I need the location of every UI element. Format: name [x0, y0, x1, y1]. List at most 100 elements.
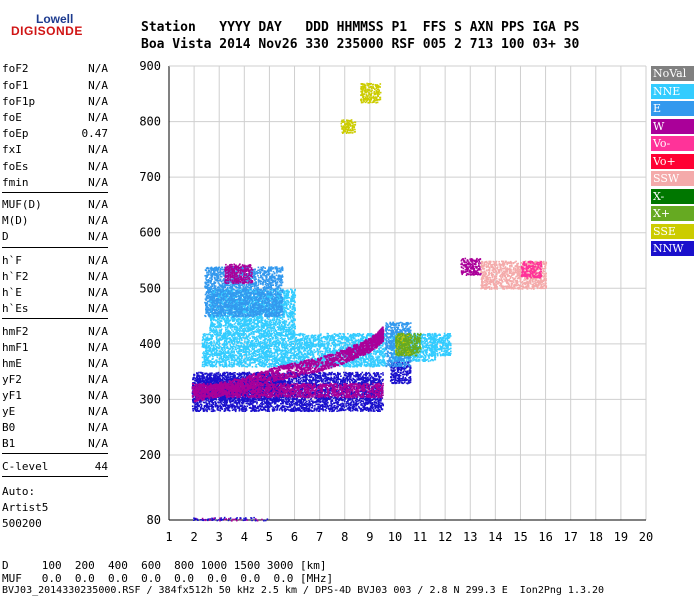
param-row-0: foF2 N/A [2, 62, 108, 77]
data-point [285, 383, 288, 386]
data-point [394, 382, 397, 384]
data-point [351, 372, 353, 374]
data-point [238, 374, 240, 377]
param-row-19: yF1 N/A [2, 389, 108, 404]
data-point [295, 399, 298, 401]
param-name: foF1p [2, 95, 36, 108]
data-point [338, 378, 340, 380]
data-point [309, 402, 311, 404]
data-point [223, 408, 226, 410]
data-point [224, 404, 227, 407]
data-point [364, 380, 367, 383]
data-point [359, 390, 362, 393]
data-point [351, 373, 354, 375]
data-point [397, 367, 399, 369]
data-point [396, 380, 398, 382]
data-point [284, 398, 287, 400]
data-point [294, 401, 297, 404]
data-point [323, 372, 326, 374]
data-point [272, 406, 274, 409]
data-point [402, 367, 405, 369]
data-point [223, 402, 226, 405]
data-point [340, 408, 342, 411]
data-point [326, 379, 329, 382]
data-point [209, 400, 211, 402]
data-point [237, 406, 239, 409]
data-point [290, 410, 293, 412]
data-point [329, 389, 331, 391]
data-point [243, 397, 245, 399]
data-point [390, 366, 392, 369]
data-point [262, 397, 265, 399]
data-point [331, 409, 334, 412]
data-point [226, 399, 228, 401]
data-point [229, 377, 231, 379]
data-point [349, 387, 352, 390]
data-point [361, 371, 364, 374]
data-point [375, 409, 378, 411]
data-point [274, 406, 277, 408]
data-point [283, 380, 285, 382]
data-point [395, 374, 397, 377]
data-point [324, 373, 326, 376]
data-point [211, 400, 213, 403]
data-point [310, 379, 312, 382]
data-point [238, 407, 241, 410]
data-point [296, 380, 298, 382]
data-point [361, 409, 364, 412]
data-point [288, 398, 291, 401]
data-point [280, 406, 283, 409]
data-point [324, 380, 326, 383]
data-point [337, 372, 339, 375]
data-point [332, 402, 335, 404]
data-point [237, 375, 240, 378]
data-point [398, 376, 400, 379]
data-point [361, 380, 363, 383]
data-point [201, 372, 203, 375]
data-point [302, 404, 305, 407]
data-point [331, 399, 333, 401]
data-point [327, 376, 329, 379]
data-point [405, 365, 408, 368]
data-point [244, 410, 247, 412]
data-point [239, 398, 241, 401]
data-point [205, 409, 208, 412]
data-point [349, 404, 352, 407]
param-value: N/A [88, 270, 108, 283]
data-point [302, 379, 305, 381]
data-point [340, 378, 342, 381]
data-point [373, 377, 376, 380]
data-point [263, 383, 266, 385]
data-point [326, 373, 329, 376]
data-point [273, 401, 276, 404]
data-point [277, 379, 279, 382]
data-point [211, 379, 213, 382]
data-point [373, 403, 375, 406]
data-point [396, 370, 399, 372]
data-point [251, 376, 253, 379]
data-point [356, 371, 359, 374]
data-point [323, 395, 325, 397]
data-point [247, 373, 250, 375]
data-point [292, 385, 295, 387]
clevel-label: C-level [2, 460, 49, 473]
data-point [366, 403, 368, 405]
data-point [217, 405, 219, 408]
data-point [233, 374, 236, 376]
data-point [341, 386, 344, 388]
data-point [358, 377, 361, 380]
data-point [322, 378, 325, 381]
data-point [296, 408, 299, 410]
data-point [292, 408, 294, 410]
data-point [261, 377, 264, 380]
data-point [316, 394, 319, 397]
data-point [324, 375, 327, 378]
data-point [366, 406, 369, 409]
data-point [312, 405, 314, 407]
data-point [302, 403, 305, 405]
data-point [213, 376, 216, 379]
data-point [330, 387, 333, 389]
data-point [348, 403, 350, 406]
data-point [240, 401, 243, 404]
data-point [357, 379, 360, 381]
